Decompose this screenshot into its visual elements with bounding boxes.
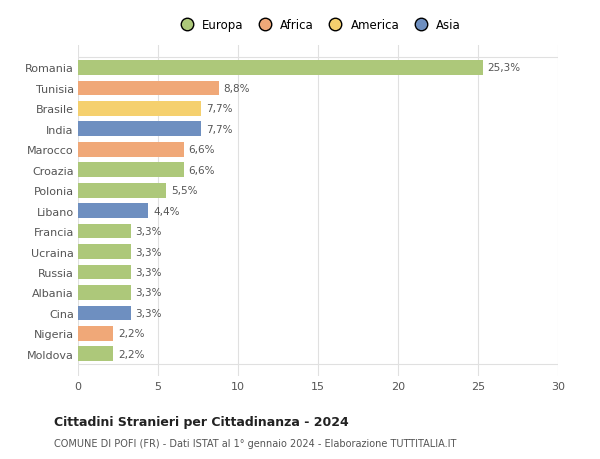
Bar (78, 102, 201, 117)
Bar (78, 265, 131, 280)
Text: 4,4%: 4,4% (153, 206, 180, 216)
Text: 7,7%: 7,7% (206, 124, 233, 134)
Text: 2,2%: 2,2% (118, 329, 145, 339)
Text: 2,2%: 2,2% (118, 349, 145, 359)
Bar (78, 184, 166, 198)
Bar (78, 306, 131, 320)
Text: 3,3%: 3,3% (136, 288, 162, 298)
Text: COMUNE DI POFI (FR) - Dati ISTAT al 1° gennaio 2024 - Elaborazione TUTTITALIA.IT: COMUNE DI POFI (FR) - Dati ISTAT al 1° g… (54, 438, 457, 448)
Text: Cittadini Stranieri per Cittadinanza - 2024: Cittadini Stranieri per Cittadinanza - 2… (54, 415, 349, 428)
Text: 25,3%: 25,3% (488, 63, 521, 73)
Bar (78, 285, 131, 300)
Text: 3,3%: 3,3% (136, 247, 162, 257)
Text: 3,3%: 3,3% (136, 227, 162, 236)
Bar (78, 204, 148, 218)
Text: 5,5%: 5,5% (171, 186, 197, 196)
Bar (78, 245, 131, 259)
Text: 3,3%: 3,3% (136, 308, 162, 318)
Bar (78, 81, 219, 96)
Bar (78, 224, 131, 239)
Text: 6,6%: 6,6% (188, 165, 215, 175)
Bar (78, 143, 184, 157)
Bar (78, 326, 113, 341)
Bar (78, 122, 201, 137)
Text: 3,3%: 3,3% (136, 268, 162, 277)
Legend: Europa, Africa, America, Asia: Europa, Africa, America, Asia (175, 19, 461, 32)
Bar (78, 347, 113, 361)
Text: 8,8%: 8,8% (224, 84, 250, 94)
Bar (78, 163, 184, 178)
Text: 6,6%: 6,6% (188, 145, 215, 155)
Text: 7,7%: 7,7% (206, 104, 233, 114)
Bar (78, 61, 483, 76)
